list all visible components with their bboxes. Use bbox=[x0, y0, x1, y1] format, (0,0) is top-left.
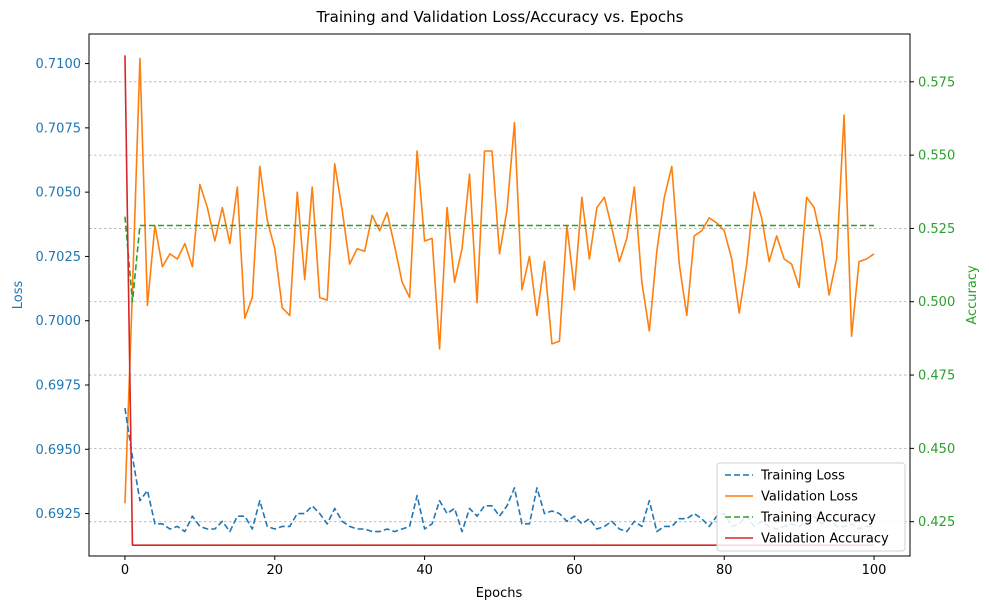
y-right-tick-label: 0.575 bbox=[918, 75, 955, 90]
series-line-training-accuracy bbox=[124, 216, 875, 303]
y-right-tick-label: 0.525 bbox=[918, 222, 955, 237]
chart-title: Training and Validation Loss/Accuracy vs… bbox=[316, 8, 684, 26]
y-left-tick-label: 0.7025 bbox=[36, 250, 82, 265]
y-axis-right-label: Accuracy bbox=[965, 265, 980, 325]
y-right-tick-label: 0.500 bbox=[918, 295, 955, 310]
y-right-tick-label: 0.450 bbox=[918, 442, 955, 457]
series-line-validation-loss bbox=[124, 57, 875, 504]
x-tick-label: 20 bbox=[267, 563, 284, 578]
y-axis-left-label: Loss bbox=[11, 281, 26, 310]
y-left-tick-label: 0.7000 bbox=[36, 314, 82, 329]
y-left-tick-label: 0.6950 bbox=[36, 443, 82, 458]
legend-label: Validation Loss bbox=[761, 490, 858, 505]
grid-lines bbox=[89, 81, 910, 523]
y-right-tick-label: 0.550 bbox=[918, 149, 955, 164]
y-axis-left: 0.6925 0.6950 0.6975 0.7000 0.7025 0.7050 0.70… bbox=[36, 57, 89, 522]
x-tick-label: 60 bbox=[566, 563, 583, 578]
legend: Training Loss Validation Loss Training Acc… bbox=[716, 462, 906, 552]
y-left-tick-label: 0.6975 bbox=[36, 379, 82, 394]
x-tick-label: 0 bbox=[121, 563, 129, 578]
legend-box bbox=[716, 462, 906, 552]
y-right-tick-label: 0.425 bbox=[918, 515, 955, 530]
x-tick-label: 40 bbox=[416, 563, 433, 578]
x-tick-label: 100 bbox=[862, 563, 887, 578]
x-axis-label: Epochs bbox=[476, 586, 523, 601]
plot-area-frame bbox=[88, 33, 911, 557]
x-axis: 0 20 40 60 80 100 bbox=[121, 556, 887, 578]
y-left-tick-label: 0.7050 bbox=[36, 186, 82, 201]
y-left-tick-label: 0.6925 bbox=[36, 507, 82, 522]
legend-label: Training Loss bbox=[760, 469, 845, 484]
legend-label: Validation Accuracy bbox=[761, 532, 889, 547]
y-axis-right: 0.425 0.450 0.475 0.500 0.525 0.550 0.575 bbox=[910, 75, 955, 530]
x-tick-label: 80 bbox=[716, 563, 733, 578]
y-right-tick-label: 0.475 bbox=[918, 369, 955, 384]
y-left-tick-label: 0.7100 bbox=[36, 57, 82, 72]
legend-label: Training Accuracy bbox=[760, 511, 876, 526]
y-left-tick-label: 0.7075 bbox=[36, 121, 82, 136]
